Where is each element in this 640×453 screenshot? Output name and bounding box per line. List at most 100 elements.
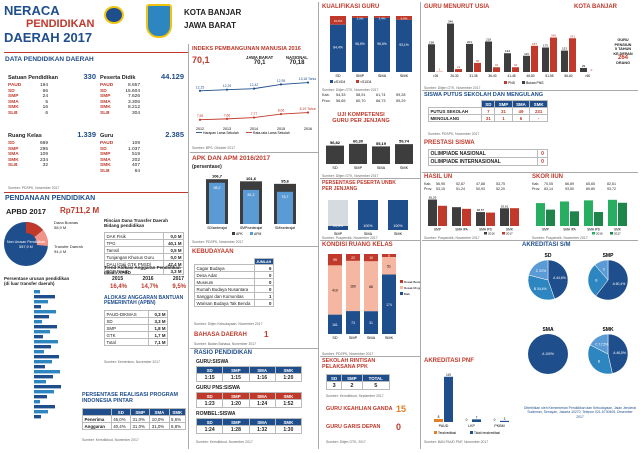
stat-value: 24 (42, 94, 48, 100)
skor-iiun-kab-2: 65,65 (586, 182, 595, 186)
guru-block: Guru 2.385 PAUD 109 SD 1.037 SMP 519 SMA 202 SMK… (100, 130, 184, 175)
putus-col-header: SMP (494, 100, 513, 108)
apbd-value: Rp711,2 M (60, 206, 100, 215)
pip-row-label: Penerima (82, 415, 112, 423)
kondisi-rusak-ringan-bar (382, 257, 396, 275)
header-title-line2: PENDIDIKAN (26, 18, 95, 30)
kualifikasi-minus-bar (374, 16, 390, 18)
ipm-rls-point (279, 112, 283, 116)
pip-row: Penerima 45,0% 31,0% 10,0% 5,6% (82, 415, 187, 423)
pensiun-unit: ORANG (615, 60, 631, 65)
stat-key: SMK (8, 105, 19, 111)
kualifikasi-plus-bar (374, 17, 390, 72)
garis-depan-value: 0 (396, 422, 402, 432)
table-value: 0 (253, 285, 274, 293)
ukg-bar (326, 145, 344, 164)
usia-nonpns-bar (542, 47, 549, 72)
usia-nonpns-label: 201 (467, 40, 472, 44)
unbk-category: SMK (394, 232, 403, 236)
pip-title: PERSENTASE REALISASI PROGRAM INDONESIA P… (82, 392, 179, 404)
skor-iiun-kab-3: 82,61 (607, 182, 616, 186)
ipm-year-tick: 2014 (250, 127, 258, 131)
pie-slice-label: A 46,5% (613, 351, 626, 355)
rincian-table: DAK Fisik 0,0 M TPG 40,1 M Tamsil 0,5 M Tunjan… (104, 232, 185, 275)
usia-nonpns-bar (485, 41, 492, 72)
persentase-bar (34, 350, 44, 354)
trend-val-2: 9,5% (172, 284, 186, 290)
ipm-jabar-value: 70,1 (253, 60, 266, 66)
trend-year-1: 2016 (142, 276, 154, 282)
stat-value: 6 (45, 110, 48, 116)
prestasi-table: OLIMPIADE NASIONAL 0 OLIMPIADE INTERNASION… (427, 149, 548, 166)
legend-2016-swatch (592, 232, 595, 235)
table-value: 0 (253, 299, 274, 307)
peserta-list: PAUD 8.657 SD 15.604 SMP 7.626 SMA 3.306 SMK 8.21… (100, 83, 184, 117)
legend-t: Terakreditasi (438, 431, 456, 435)
rasio-cell: 1:15 (195, 373, 224, 382)
stat-key: SMK (8, 157, 19, 163)
usia-pns-label: 187 (532, 42, 537, 46)
kebudayaan-table: JUMLAH Cagar Budaya 6 Desa Adat 0 Museum 0 Rum… (194, 258, 274, 307)
persentase-bar (34, 410, 48, 414)
hasil-un-kab-1: 52,87 (456, 182, 465, 186)
table-key: DAK Fisik (104, 232, 164, 240)
pip-row: Anggaran 40,4% 31,0% 31,0% 8,8% (82, 422, 187, 430)
guru-usia-title: GURU MENURUT USIA (424, 4, 490, 10)
stat-row: SD 1.037 (100, 147, 140, 153)
keahlian-title: GURU KEAHLIAN GANDA (326, 406, 393, 412)
bar-2017 (462, 208, 471, 226)
pip-table: SD SMP SMA SMK Penerima 45,0% 31,0% 10,0% 5,6% A… (82, 408, 187, 430)
hasil-un-kab-3: 53,75 (496, 182, 505, 186)
stat-row: SMA 5 (8, 100, 48, 106)
ipm-year-tick: 2015 (277, 127, 285, 131)
stat-value: 32 (42, 163, 48, 169)
ukg-kab-3: 59,28 (396, 93, 406, 97)
stat-row: SMK 16 (8, 105, 48, 111)
kondisi-title: KONDISI RUANG KELAS (322, 242, 393, 248)
donut-center-label: Non Urusan Pendidikan (7, 240, 45, 244)
pnf-category: LKP (468, 424, 475, 428)
trend-values: 16,4% 14,7% 9,5% (110, 284, 186, 290)
stat-value: 234 (39, 157, 48, 163)
satuan-total: 330 (83, 72, 96, 81)
header-title-line3: DAERAH 2017 (4, 30, 93, 45)
table-value: 6 (253, 264, 274, 272)
stat-value: 5 (45, 99, 48, 105)
usia-nonpns-label: 134 (505, 49, 510, 53)
pip-cell: 8,8% (168, 422, 187, 430)
kondisi-baik-label: 174 (386, 303, 392, 307)
ruang-kelas-block: Ruang Kelas 1.339 SD 669 SMP 295 SMA 109 SMK 23… (8, 130, 96, 169)
kualifikasi-plus-label: 96,6% (377, 42, 387, 46)
legend-nonpns-swatch (522, 81, 525, 84)
unbk-category: SMP (334, 232, 343, 236)
stat-row: SD 669 (8, 141, 48, 147)
pnf-title: AKREDITASI PNF (424, 358, 474, 364)
usia-pns-label: 34 (514, 63, 518, 67)
usia-nonpns-label: 153 (562, 47, 567, 51)
hasil-un-prov-2: 50,93 (476, 187, 485, 191)
usia-category: 31-35 (469, 74, 477, 78)
kualifikasi-plus-label: 93,1% (399, 43, 409, 47)
pie-title: SMA (542, 327, 554, 333)
stat-value: 295 (39, 146, 48, 152)
ipm-nasional-value: 70,18 (289, 60, 305, 66)
ipm-year-tick: 2012 (196, 127, 204, 131)
persentase-bar (34, 380, 46, 384)
stat-key: PAUD (100, 141, 114, 146)
ipm-rls-label: 7,77 (251, 112, 258, 116)
pip-cell: 10,0% (149, 415, 170, 423)
ipm-source: Sumber: BPS, Oktober 2017 (192, 146, 235, 150)
stat-key: SMA (8, 152, 19, 158)
kualifikasi-plus-bar (396, 19, 412, 73)
unbk-bar (328, 226, 348, 230)
stat-key: SMA (8, 99, 19, 105)
usia-category: 36-40 (488, 74, 496, 78)
table-key: Museum (194, 278, 255, 286)
category-label: SMA IPA (563, 228, 576, 232)
kondisi-rusak-berat-bar (328, 254, 342, 266)
stat-key: SMA (100, 157, 111, 163)
kondisi-baik-bar (346, 311, 360, 334)
bar-2016 (476, 212, 485, 226)
trend-val-0: 16,4% (110, 284, 128, 290)
